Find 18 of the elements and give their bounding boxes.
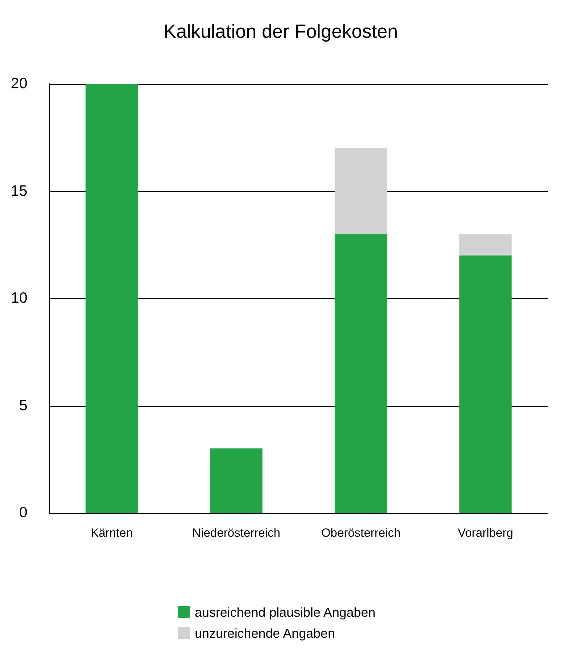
x-tick-label: Kärnten: [90, 526, 133, 540]
bar: [460, 234, 512, 256]
y-tick-label: 0: [19, 504, 28, 522]
y-tick-label: 20: [10, 76, 28, 92]
legend-label: ausreichend plausible Angaben: [195, 605, 376, 620]
legend-label: unzureichende Angaben: [195, 626, 336, 641]
chart-title: Kalkulation der Folgekosten: [164, 22, 398, 43]
y-tick-label: 15: [10, 182, 28, 200]
bar: [86, 84, 138, 513]
y-tick-label: 10: [10, 290, 28, 307]
bar: [334, 148, 388, 234]
bar: [460, 256, 512, 513]
bar: [210, 448, 263, 513]
y-tick-label: 5: [19, 397, 28, 414]
x-tick-label: Niederösterreich: [192, 526, 281, 540]
bar: [334, 234, 388, 513]
x-tick-label: Oberösterreich: [321, 526, 401, 540]
x-tick-label: Vorarlberg: [458, 526, 514, 540]
